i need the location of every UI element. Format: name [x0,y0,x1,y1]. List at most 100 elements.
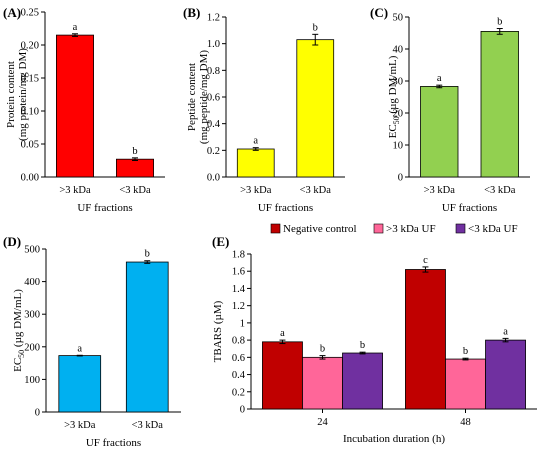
y-axis-title-main: EC [387,124,399,138]
x-tick-label: >3 kDa [424,185,456,196]
y-tick-label: 20 [393,109,404,120]
panel-label: (C) [370,5,388,20]
significance-label: a [503,326,508,337]
significance-label: c [423,255,428,266]
y-tick-label: 10 [393,141,404,152]
y-tick-label: 0.15 [21,74,39,85]
bar [56,34,95,178]
legend-swatch [270,223,281,234]
panel-label: (A) [3,5,21,20]
bar [302,356,343,410]
y-tick-label: 1.0 [207,39,220,50]
y-tick-label: 1.8 [232,250,245,261]
x-tick-label: 24 [317,417,328,428]
y-tick-label: 0 [398,173,403,184]
y-tick-label: 300 [24,310,40,321]
y-tick-label: 0.6 [207,93,220,104]
significance-label: a [280,328,285,339]
x-axis-title: UF fractions [442,202,497,214]
bar [125,261,169,413]
x-tick-label: >3 kDa [64,420,96,431]
y-axis-title-units: (µg DM/mL) [12,289,24,350]
panel-label: (B) [183,5,200,20]
y-axis-title: TBARS (µM) [212,300,224,362]
y-axis-title: Protein content [5,61,17,128]
bar [342,352,383,410]
bar [485,339,526,410]
y-tick-label: 400 [24,277,40,288]
y-tick-label: 1 [240,318,245,329]
legend-swatch [455,223,466,234]
y-tick-label: 0.10 [21,107,39,118]
legend-label: <3 kDa UF [468,223,518,235]
y-tick-label: 1.6 [232,267,245,278]
x-axis-title: Incubation duration (h) [343,433,445,445]
significance-label: b [463,346,468,357]
y-tick-label: 0.2 [207,146,220,157]
x-tick-label: >3 kDa [240,185,272,196]
panel-label: (E) [212,234,229,249]
x-axis-title: UF fractions [77,202,132,214]
legend-label: >3 kDa UF [386,223,436,235]
bar [445,358,486,410]
significance-label: b [145,249,150,260]
chart-panel-c: (C) 0 10 20 30 40 50 EC50 (µg DM/mL) a >3 kDa b <3 … [370,5,530,214]
y-tick-label: 1.2 [232,301,245,312]
y-tick-label: 0.0 [207,173,220,184]
bar [236,148,275,178]
y-tick-label: 200 [24,342,40,353]
y-tick-label: 1.4 [232,284,246,295]
bar [296,39,335,178]
x-tick-label: <3 kDa [132,420,164,431]
significance-label: b [132,146,137,157]
y-tick-label: 0.00 [21,173,39,184]
legend-swatch [373,223,384,234]
y-tick-label: 0.4 [232,370,246,381]
significance-label: a [253,136,258,147]
y-tick-label: 40 [393,45,404,56]
bar [58,355,102,413]
y-axis-title: Peptide content [186,63,198,131]
bar [420,86,459,178]
y-tick-label: 0.8 [207,66,220,77]
y-tick-label: 100 [24,375,40,386]
bar [116,158,155,178]
x-axis-title: UF fractions [86,437,141,449]
significance-label: a [77,343,82,354]
y-tick-label: 50 [393,13,404,24]
significance-label: b [320,344,325,355]
chart-panel-b: (B) 0.0 0.2 0.4 0.6 0.8 1.0 1.2 Peptide content(… [183,5,345,214]
y-tick-label: 0.05 [21,140,39,151]
legend-label: Negative control [283,223,357,235]
y-tick-label: 30 [393,77,404,88]
x-tick-label: <3 kDa [300,185,332,196]
y-axis-title: (mg peptide/mg DM) [198,50,210,144]
significance-label: b [497,17,502,28]
y-tick-label: 0.20 [21,41,39,52]
x-tick-label: >3 kDa [59,185,91,196]
y-axis-title: EC50 (µg DM/mL) [387,55,401,138]
x-tick-label: <3 kDa [119,185,151,196]
y-axis-title-main: EC [12,358,24,372]
significance-label: a [437,73,442,84]
y-tick-label: 0.6 [232,353,245,364]
y-axis-title-subscript: 50 [17,350,26,358]
y-tick-label: 0 [35,408,40,419]
significance-label: b [360,340,365,351]
panel-label: (D) [3,234,21,249]
bar [405,269,446,410]
significance-label: a [73,22,78,33]
y-tick-label: 0.2 [232,387,245,398]
chart-panel-e: (E) 0 0.2 0.4 0.6 0.8 1 1.2 1.4 1.6 1.8 TBARS (µM) a… [212,223,537,445]
y-axis-title: (mg protein/mg DM) [17,48,29,141]
bar [480,30,519,178]
y-tick-label: 0.4 [207,119,221,130]
y-tick-label: 0 [240,405,245,416]
y-tick-label: 0.25 [21,8,39,19]
x-tick-label: <3 kDa [484,185,516,196]
y-tick-label: 1.2 [207,13,220,24]
y-tick-label: 0.8 [232,336,245,347]
y-axis-title: EC50 (µg DM/mL) [12,289,26,372]
chart-panel-d: (D) 0 100 200 300 400 500 EC50 (µg DM/mL) a >3 kD… [3,234,181,449]
